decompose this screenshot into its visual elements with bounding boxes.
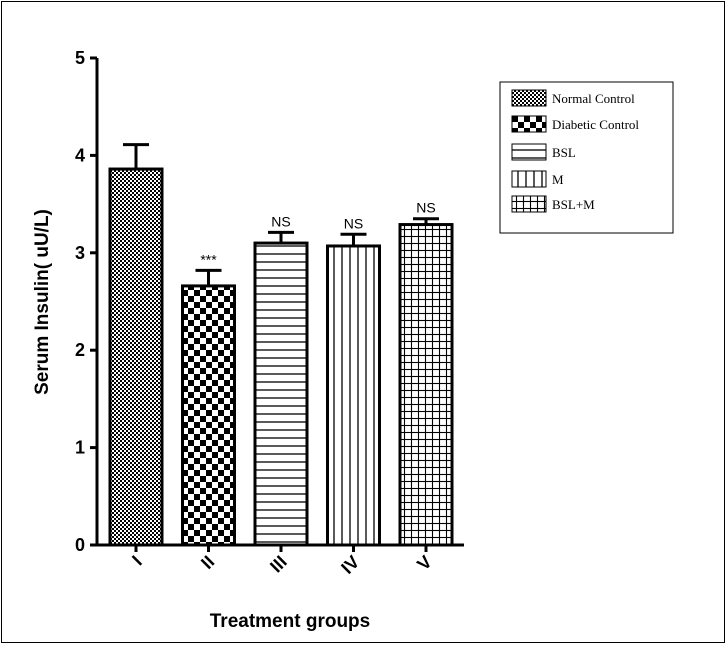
legend-label: M (552, 172, 564, 187)
y-axis-title: Serum Insulin( uU/L) (32, 209, 53, 395)
legend-swatch (511, 115, 547, 133)
legend-swatch (511, 143, 547, 161)
y-tick-label: 1 (75, 438, 85, 458)
y-tick-label: 5 (75, 48, 85, 68)
legend-swatch (511, 195, 547, 213)
significance-label: NS (271, 213, 290, 229)
y-tick-label: 3 (75, 243, 85, 263)
bar-v (398, 223, 454, 547)
plot-area: 0 1 2 3 4 5 I *** II NS III NS IV NS V (75, 48, 464, 578)
y-tick-label: 0 (75, 535, 85, 555)
bar-ii (181, 284, 236, 547)
y-tick-label: 4 (75, 145, 85, 165)
x-tick-label: III (266, 552, 291, 577)
significance-label: NS (344, 215, 363, 231)
legend-label: BSL+M (552, 197, 595, 212)
x-tick-label: IV (337, 552, 363, 578)
y-tick-label: 2 (75, 340, 85, 360)
legend-swatch (511, 89, 547, 107)
legend: Normal Control Diabetic Control BSL M BSL+M (499, 81, 674, 234)
x-tick-label: I (128, 552, 146, 570)
x-axis-title: Treatment groups (210, 611, 370, 632)
legend-label: Diabetic Control (552, 117, 639, 132)
x-tick-label: II (197, 552, 218, 573)
bar-i (108, 167, 164, 547)
x-tick-label: V (413, 552, 436, 575)
significance-label: NS (416, 200, 435, 216)
legend-label: BSL (552, 145, 576, 160)
significance-label: *** (200, 251, 217, 267)
legend-label: Normal Control (552, 91, 635, 106)
bar-iii (253, 241, 309, 547)
bar-iv (326, 244, 381, 547)
legend-swatch (511, 170, 547, 188)
